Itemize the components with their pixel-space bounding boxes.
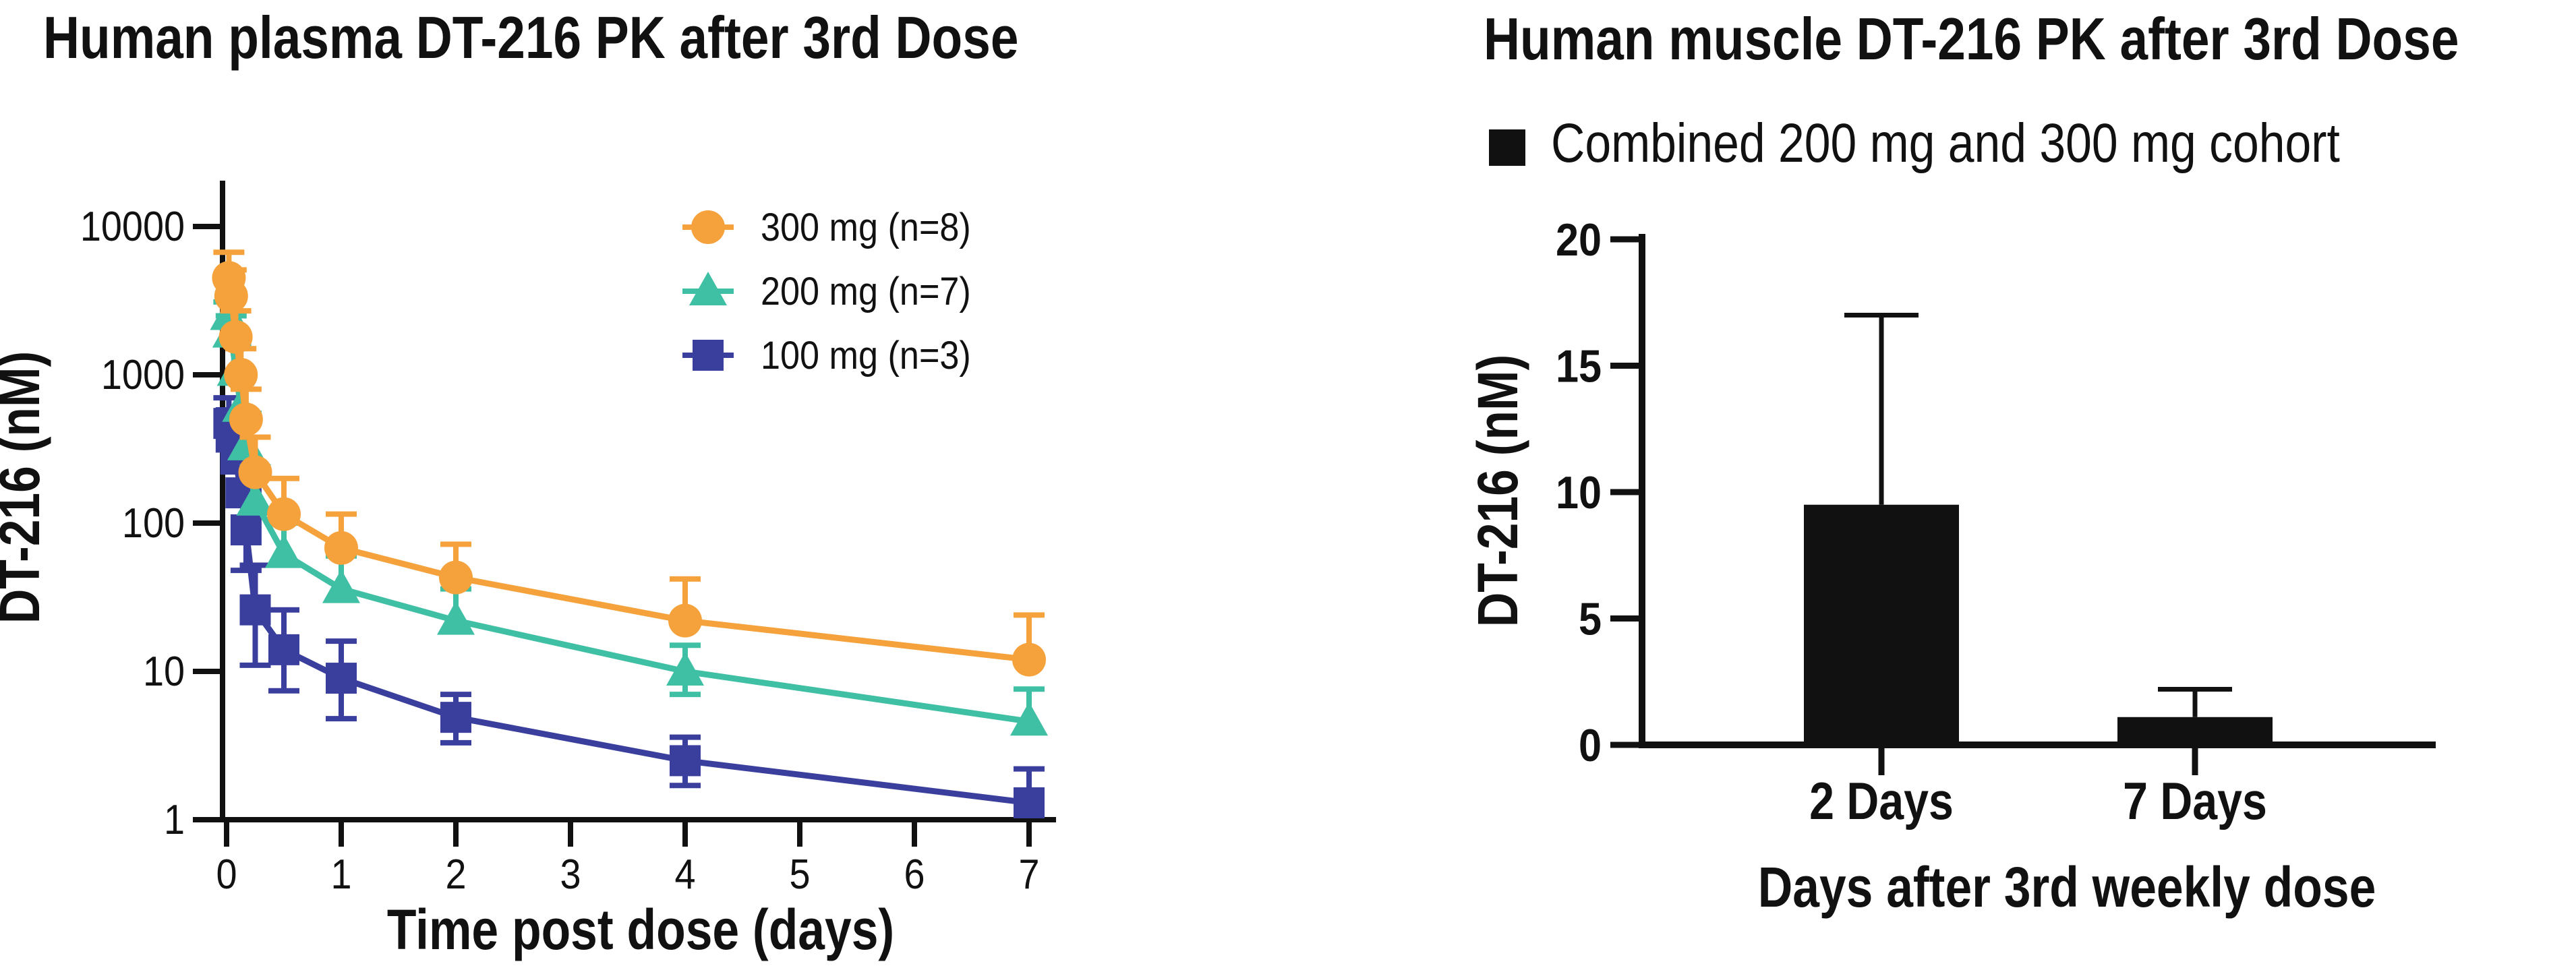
data-point-300mg <box>324 531 358 565</box>
y-tick-label: 1 <box>164 797 185 843</box>
y-tick-label: 1000 <box>101 352 185 398</box>
data-point-300mg <box>439 560 473 595</box>
y-tick <box>1610 742 1639 748</box>
muscle-legend: Combined 200 mg and 300 mg cohort <box>1489 113 2340 175</box>
x-category-label: 2 Days <box>1809 772 1954 830</box>
data-point-300mg <box>214 279 248 313</box>
muscle-x-axis-label: Days after 3rd weekly dose <box>1758 855 2376 919</box>
x-tick <box>797 822 802 847</box>
legend-marker-circle <box>691 210 725 244</box>
legend-marker-square <box>693 340 724 371</box>
x-tick-label: 2 <box>445 851 466 897</box>
muscle-legend-swatch <box>1489 129 1525 166</box>
y-axis-line <box>220 181 225 822</box>
data-point-100mg <box>239 594 271 626</box>
y-tick <box>1610 615 1639 622</box>
legend-label: 300 mg (n=8) <box>761 205 971 249</box>
x-tick-label: 5 <box>789 851 810 897</box>
muscle-title: Human muscle DT-216 PK after 3rd Dose <box>1484 6 2459 72</box>
data-point-300mg <box>224 358 258 392</box>
data-point-300mg <box>668 603 702 638</box>
y-tick <box>1610 489 1639 495</box>
legend-marker-triangle <box>689 272 727 305</box>
legend-entry-100mg: 100 mg (n=3) <box>682 333 971 377</box>
x-tick <box>2192 748 2198 775</box>
x-tick-label: 7 <box>1018 851 1039 897</box>
plasma-legend: 300 mg (n=8) 200 mg (n=7) 100 mg (n=3) <box>682 205 971 377</box>
x-tick-label: 1 <box>330 851 351 897</box>
y-tick-label: 20 <box>1556 214 1602 266</box>
muscle-chart-svg: Human muscle DT-216 PK after 3rd Dose Co… <box>1465 6 2459 919</box>
legend-entry-300mg: 300 mg (n=8) <box>682 205 971 249</box>
y-tick <box>193 669 220 674</box>
x-axis-line <box>1639 742 2436 748</box>
bar <box>1804 504 1959 742</box>
y-tick-label: 0 <box>1579 719 1602 771</box>
data-point-300mg <box>1012 642 1046 677</box>
data-point-200mg <box>236 481 274 516</box>
muscle-axes: 0 5 10 15 20 <box>1556 214 2436 771</box>
y-tick-label: 10000 <box>80 204 185 249</box>
data-point-200mg <box>265 534 303 568</box>
y-tick <box>193 520 220 526</box>
x-tick-label: 4 <box>674 851 695 897</box>
x-tick <box>1878 748 1885 775</box>
bar-group-1: 2 Days <box>1804 313 1959 830</box>
data-point-100mg <box>440 702 471 733</box>
data-point-200mg <box>666 652 704 686</box>
y-axis-line <box>1639 234 1645 748</box>
y-tick <box>193 372 220 377</box>
legend-entry-200mg: 200 mg (n=7) <box>682 269 971 313</box>
muscle-bars: 2 Days 7 Days <box>1804 313 2273 830</box>
x-tick <box>224 822 229 847</box>
legend-label: 200 mg (n=7) <box>761 269 971 313</box>
x-axis-line <box>220 817 1056 822</box>
data-point-200mg <box>322 569 360 603</box>
x-tick-label: 0 <box>216 851 237 897</box>
bar <box>2117 717 2273 742</box>
data-point-100mg <box>1014 787 1045 818</box>
muscle-legend-label: Combined 200 mg and 300 mg cohort <box>1551 113 2340 175</box>
x-tick <box>568 822 573 847</box>
muscle-y-axis-label: DT-216 (nM) <box>1465 355 1529 628</box>
x-tick <box>1026 822 1032 847</box>
data-point-300mg <box>238 455 272 489</box>
plasma-x-axis-label: Time post dose (days) <box>387 897 894 961</box>
y-tick <box>1610 236 1639 243</box>
data-point-200mg <box>437 601 475 635</box>
plasma-title: Human plasma DT-216 PK after 3rd Dose <box>43 5 1018 71</box>
data-point-300mg <box>229 402 263 437</box>
y-tick <box>1610 363 1639 369</box>
y-tick <box>193 817 220 822</box>
y-tick-label: 10 <box>1556 466 1602 518</box>
x-category-label: 7 Days <box>2123 772 2267 830</box>
x-tick <box>682 822 688 847</box>
data-point-100mg <box>230 514 262 546</box>
x-tick <box>912 822 917 847</box>
data-point-100mg <box>326 663 357 694</box>
series-300mg <box>212 249 1046 677</box>
x-tick <box>339 822 344 847</box>
data-point-100mg <box>268 634 299 665</box>
data-point-200mg <box>1010 702 1048 736</box>
plasma-y-axis-label: DT-216 (nM) <box>0 351 51 624</box>
y-tick-label: 10 <box>143 648 185 694</box>
plasma-series <box>210 249 1048 818</box>
plasma-chart-svg: Human plasma DT-216 PK after 3rd Dose DT… <box>0 5 1056 961</box>
data-point-300mg <box>267 497 301 531</box>
legend-label: 100 mg (n=3) <box>761 333 971 377</box>
data-point-100mg <box>670 745 701 777</box>
y-tick-label: 100 <box>122 500 185 546</box>
x-tick-label: 3 <box>560 851 581 897</box>
y-tick-label: 15 <box>1556 340 1602 392</box>
y-tick-label: 5 <box>1579 593 1602 644</box>
y-tick <box>193 224 220 229</box>
x-tick-label: 6 <box>904 851 925 897</box>
data-point-300mg <box>218 320 253 354</box>
x-tick <box>453 822 459 847</box>
bar-group-2: 7 Days <box>2117 687 2273 830</box>
